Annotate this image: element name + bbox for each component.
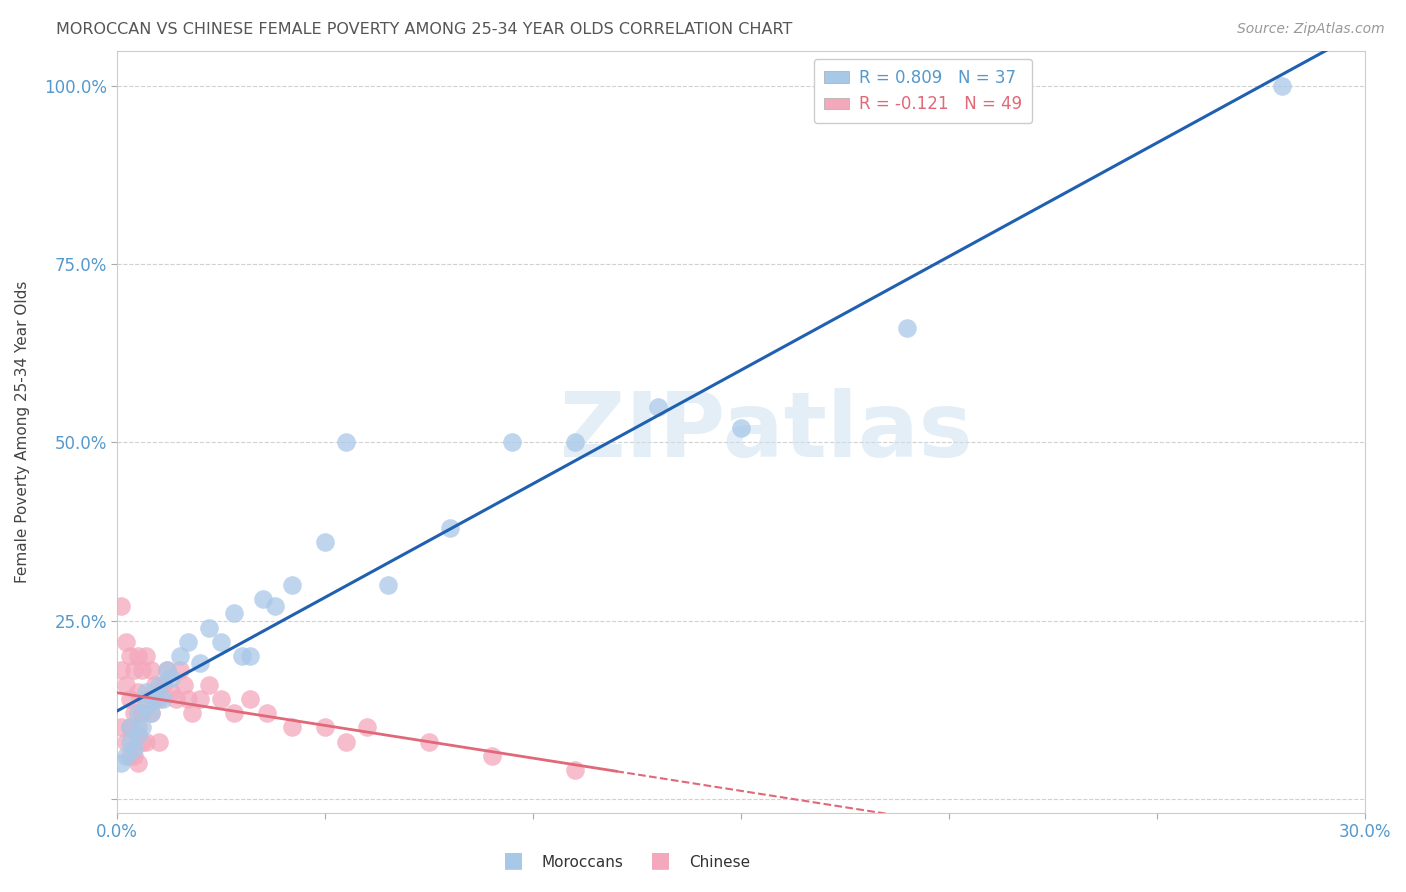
Point (152, 692, 174, 706)
Text: MOROCCAN VS CHINESE FEMALE POVERTY AMONG 25-34 YEAR OLDS CORRELATION CHART: MOROCCAN VS CHINESE FEMALE POVERTY AMONG… (56, 22, 793, 37)
Point (314, 720, 336, 734)
Point (148, 734, 170, 748)
Point (127, 756, 149, 770)
Point (730, 421, 752, 435)
Point (131, 664, 153, 678)
Point (114, 635, 136, 649)
Point (135, 692, 157, 706)
Text: ZIPatlas: ZIPatlas (560, 388, 972, 475)
Point (173, 678, 195, 692)
Point (177, 692, 200, 706)
Point (118, 649, 141, 664)
Point (114, 678, 136, 692)
Point (481, 748, 503, 763)
Point (356, 720, 378, 734)
Point (127, 706, 149, 721)
Point (169, 664, 191, 678)
Point (314, 535, 336, 549)
Point (135, 734, 157, 748)
Point (139, 706, 162, 721)
Point (148, 692, 170, 706)
Point (122, 741, 145, 756)
Point (143, 678, 166, 692)
Point (239, 692, 262, 706)
Point (1271, 79, 1294, 94)
Point (181, 706, 204, 721)
Point (377, 578, 399, 592)
Point (190, 692, 212, 706)
Point (110, 756, 132, 770)
Point (647, 400, 669, 414)
Point (256, 706, 278, 721)
Point (418, 734, 440, 748)
Text: ■: ■ (651, 850, 671, 870)
Point (114, 734, 136, 748)
Legend: R = 0.809   N = 37, R = -0.121   N = 49: R = 0.809 N = 37, R = -0.121 N = 49 (814, 59, 1032, 123)
Point (135, 649, 157, 664)
Point (139, 664, 162, 678)
Point (222, 607, 245, 621)
Point (110, 664, 132, 678)
Point (131, 720, 153, 734)
Point (131, 706, 153, 721)
Point (209, 635, 232, 649)
Point (148, 678, 170, 692)
Point (135, 685, 157, 699)
Point (127, 720, 149, 734)
Text: ■: ■ (503, 850, 523, 870)
Point (131, 734, 153, 748)
Point (177, 635, 200, 649)
Point (335, 435, 357, 450)
Text: Chinese: Chinese (689, 855, 749, 870)
Point (564, 435, 586, 450)
Point (156, 664, 179, 678)
Point (114, 748, 136, 763)
Point (135, 699, 157, 714)
Point (152, 678, 174, 692)
Point (143, 692, 166, 706)
Point (190, 657, 212, 671)
Point (439, 521, 461, 535)
Point (118, 748, 141, 763)
Point (264, 599, 287, 614)
Point (118, 720, 141, 734)
Point (127, 727, 149, 741)
Point (160, 671, 183, 685)
Text: Moroccans: Moroccans (541, 855, 623, 870)
Point (231, 649, 253, 664)
Point (122, 706, 145, 721)
Point (252, 592, 274, 607)
Point (122, 748, 145, 763)
Point (281, 578, 304, 592)
Point (139, 706, 162, 721)
Point (110, 720, 132, 734)
Point (127, 649, 149, 664)
Point (156, 664, 179, 678)
Point (335, 734, 357, 748)
Point (118, 692, 141, 706)
Point (127, 685, 149, 699)
Point (501, 435, 523, 450)
Text: Source: ZipAtlas.com: Source: ZipAtlas.com (1237, 22, 1385, 37)
Point (169, 649, 191, 664)
Point (197, 621, 219, 635)
Point (197, 678, 219, 692)
Point (118, 720, 141, 734)
Point (110, 599, 132, 614)
Point (209, 692, 232, 706)
Point (281, 720, 304, 734)
Point (165, 692, 187, 706)
Point (122, 664, 145, 678)
Point (564, 763, 586, 777)
Point (222, 706, 245, 721)
Point (239, 649, 262, 664)
Point (896, 321, 918, 335)
Point (160, 685, 183, 699)
Y-axis label: Female Poverty Among 25-34 Year Olds: Female Poverty Among 25-34 Year Olds (15, 281, 30, 583)
Point (118, 734, 141, 748)
